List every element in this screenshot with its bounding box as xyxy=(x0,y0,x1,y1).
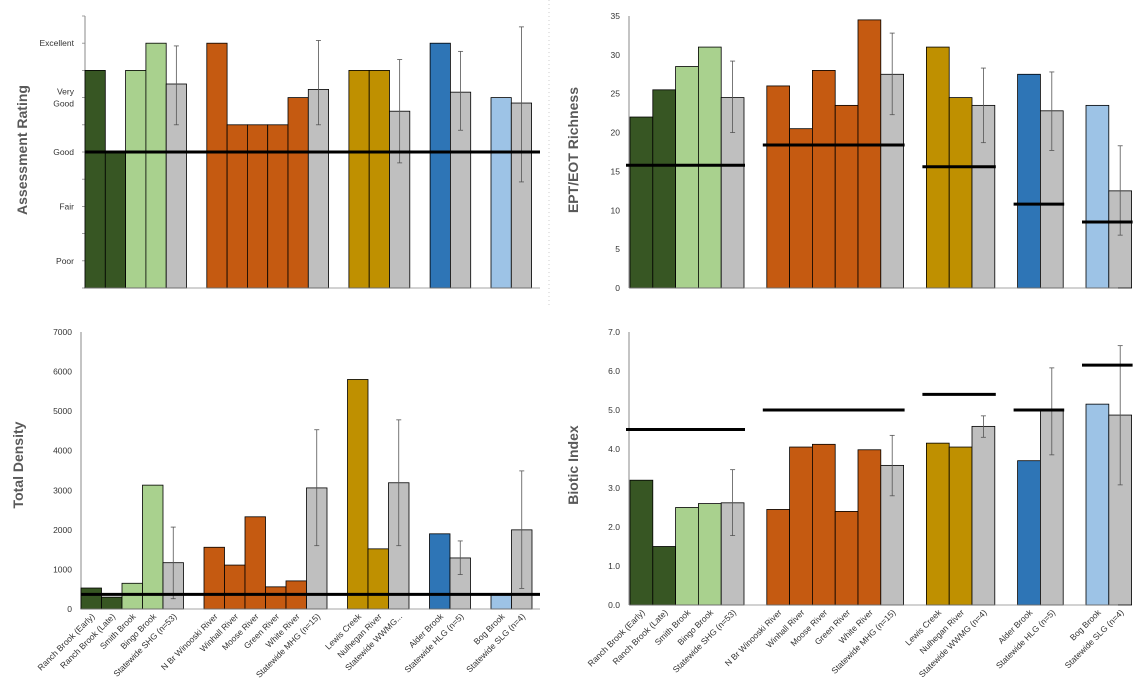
bar xyxy=(1085,403,1110,606)
bar xyxy=(652,546,676,606)
bar xyxy=(287,97,309,289)
bar xyxy=(104,151,127,289)
bar xyxy=(812,443,836,606)
bar xyxy=(698,503,722,606)
y-tick-label: 4.0 xyxy=(608,444,620,454)
bar xyxy=(367,548,389,610)
bar xyxy=(206,42,228,289)
y-tick-label: 20 xyxy=(611,128,621,138)
bar xyxy=(1017,460,1041,606)
ept-eot-richness-chart: 0 5 10 15 20 25 30 35 EPT/EOT Richness xyxy=(565,11,1133,293)
bar xyxy=(142,484,164,610)
y-tick-label: Excellent xyxy=(40,38,75,48)
bar xyxy=(246,124,269,289)
bar xyxy=(1085,104,1110,289)
y-tick-label: 7.0 xyxy=(608,327,620,337)
bar xyxy=(1017,73,1041,289)
bar xyxy=(698,46,722,289)
y-tick-label: 6000 xyxy=(53,367,72,377)
bar xyxy=(766,509,790,606)
bar xyxy=(84,70,106,289)
y-axis-label: Biotic Index xyxy=(565,425,581,505)
y-tick-label: 4000 xyxy=(53,446,72,456)
y-tick-label: 3.0 xyxy=(608,483,620,493)
y-tick-label: 7000 xyxy=(53,327,72,337)
y-tick-label: 30 xyxy=(611,50,621,60)
bar xyxy=(812,70,836,289)
total-density-chart: 0 1000 2000 3000 4000 5000 6000 7000 Total Densi… xyxy=(10,327,540,680)
bar xyxy=(948,446,973,606)
bar xyxy=(490,594,512,610)
bar xyxy=(971,425,996,606)
bar xyxy=(789,128,813,289)
y-tick-label: 25 xyxy=(611,89,621,99)
y-tick-label: 0 xyxy=(615,283,620,293)
bar xyxy=(203,546,225,610)
y-tick-label: 5 xyxy=(615,244,620,254)
bar xyxy=(80,587,102,610)
bar xyxy=(857,19,882,289)
bar xyxy=(265,586,287,610)
y-tick-label: 5000 xyxy=(53,406,72,416)
y-tick-label: Good xyxy=(53,99,74,109)
bar xyxy=(629,116,654,289)
bar xyxy=(101,596,123,610)
y-tick-label: 35 xyxy=(611,11,621,21)
bar xyxy=(629,479,654,606)
y-tick-label: 5.0 xyxy=(608,405,620,415)
bar xyxy=(226,124,248,289)
y-axis-label: Assessment Rating xyxy=(14,85,30,215)
bar xyxy=(926,442,950,606)
bar xyxy=(652,89,676,289)
bar xyxy=(490,97,512,289)
bar xyxy=(789,446,813,606)
bar xyxy=(834,510,859,606)
y-tick-label: 10 xyxy=(611,205,621,215)
bar xyxy=(347,379,369,610)
y-axis-label: Total Density xyxy=(10,421,26,508)
bar xyxy=(857,449,882,606)
bar xyxy=(267,124,289,289)
bar xyxy=(368,70,390,289)
bar xyxy=(675,66,699,289)
bar xyxy=(125,70,147,289)
assessment-rating-chart: Excellent Very Good Good Fair Poor Assessment … xyxy=(14,15,540,289)
y-tick-label: 2.0 xyxy=(608,522,620,532)
bar xyxy=(224,564,246,610)
y-tick-label: Fair xyxy=(59,201,74,211)
bar xyxy=(766,85,790,289)
y-axis-label: EPT/EOT Richness xyxy=(565,87,581,213)
y-tick-label: 2000 xyxy=(53,525,72,535)
y-tick-label: Poor xyxy=(56,256,74,266)
y-tick-label: 0.0 xyxy=(608,600,620,610)
bar xyxy=(675,507,699,606)
bar xyxy=(145,42,167,289)
bar xyxy=(429,533,451,610)
bar xyxy=(348,70,370,289)
y-tick-label: Good xyxy=(53,147,74,157)
y-tick-label: 1.0 xyxy=(608,561,620,571)
bar xyxy=(834,104,859,289)
y-tick-label: 6.0 xyxy=(608,366,620,376)
y-tick-label: 15 xyxy=(611,166,621,176)
bar xyxy=(429,42,451,289)
bar xyxy=(948,97,973,289)
y-tick-label: 3000 xyxy=(53,485,72,495)
y-tick-label: 0 xyxy=(67,604,72,614)
bar xyxy=(121,582,143,610)
y-tick-label: Very xyxy=(57,87,75,97)
y-tick-label: 1000 xyxy=(53,564,72,574)
